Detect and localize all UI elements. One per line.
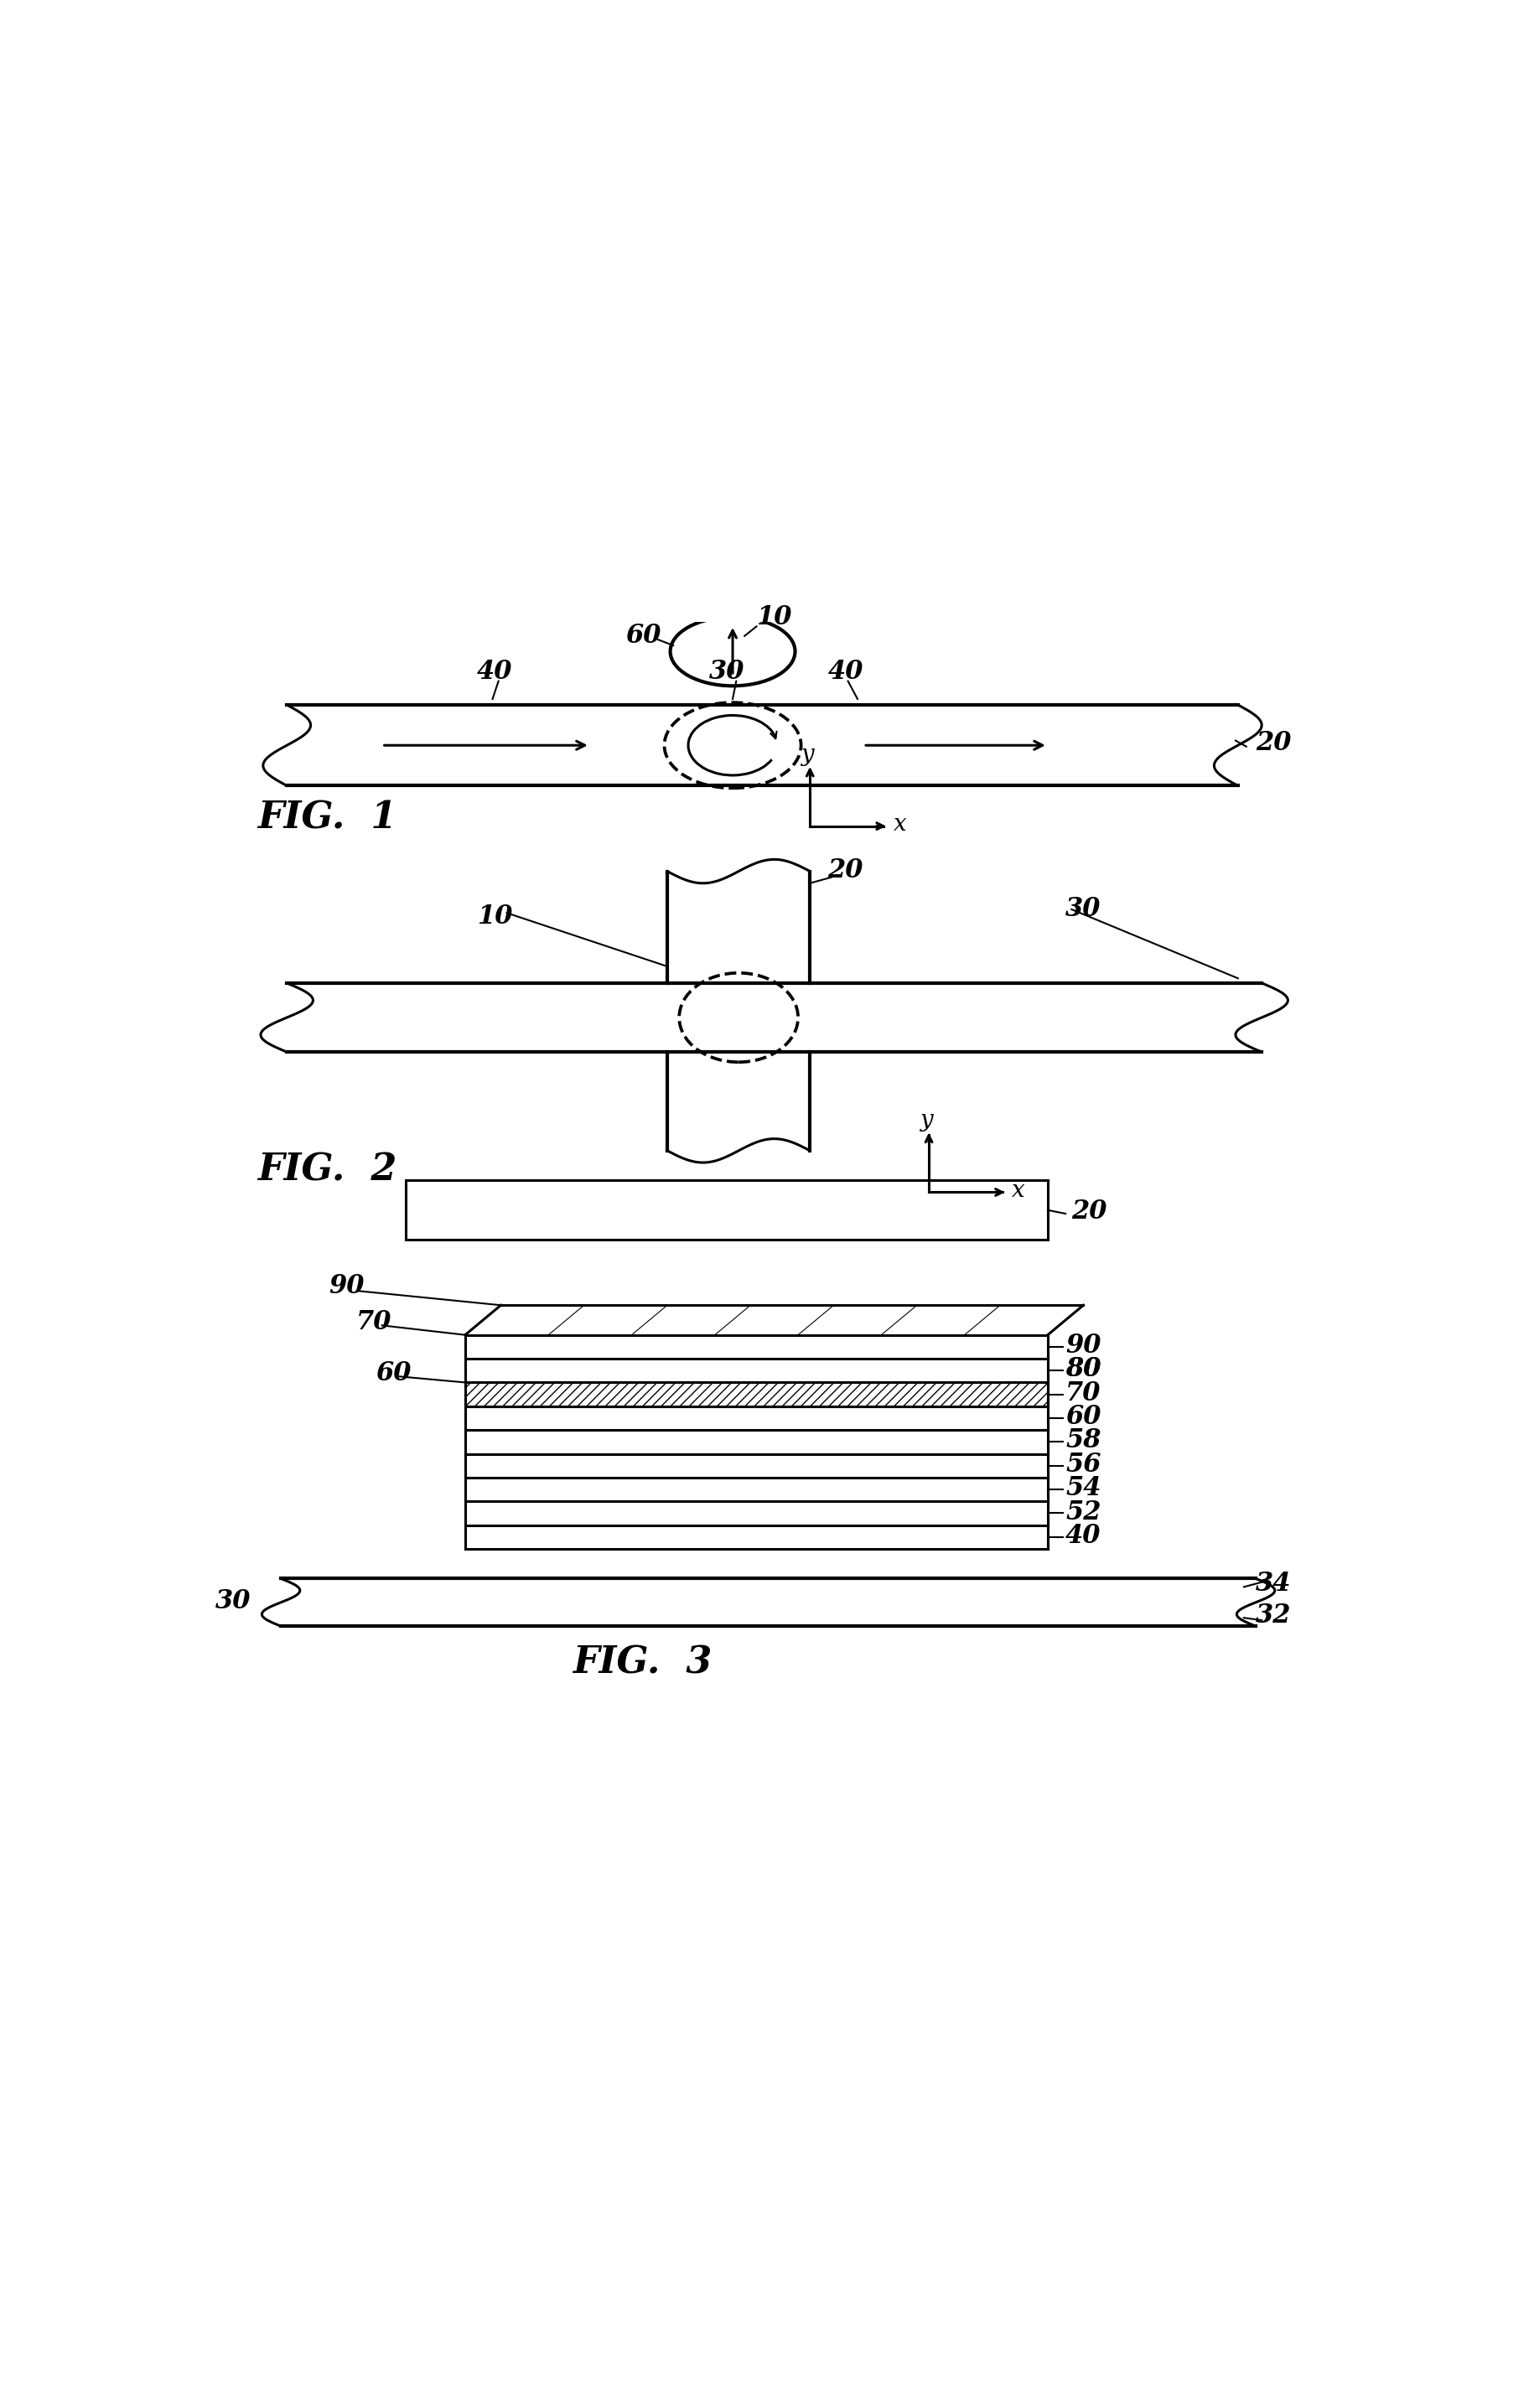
Text: FIG.  1: FIG. 1 — [258, 799, 397, 836]
Text: 60: 60 — [376, 1361, 411, 1387]
Bar — [405, 1180, 1048, 1240]
Text: 40: 40 — [828, 660, 864, 684]
Text: 20: 20 — [1256, 730, 1292, 756]
Text: 40: 40 — [1066, 1522, 1101, 1548]
Text: 32: 32 — [1256, 1601, 1292, 1628]
Text: 58: 58 — [1066, 1428, 1101, 1454]
Text: 20: 20 — [828, 857, 864, 884]
Text: 10: 10 — [477, 903, 512, 929]
Text: 90: 90 — [328, 1274, 364, 1300]
Text: 30: 30 — [709, 660, 744, 684]
Text: 10: 10 — [756, 604, 792, 631]
Text: 80: 80 — [1066, 1356, 1101, 1382]
Text: x: x — [893, 814, 907, 836]
Text: 20: 20 — [1071, 1199, 1108, 1223]
Text: 30: 30 — [215, 1589, 252, 1613]
Text: 70: 70 — [1066, 1380, 1101, 1406]
Text: 40: 40 — [477, 660, 512, 684]
Text: 90: 90 — [1066, 1332, 1101, 1358]
Text: y: y — [919, 1110, 933, 1132]
Text: 70: 70 — [356, 1310, 391, 1334]
Text: FIG.  2: FIG. 2 — [258, 1151, 397, 1187]
Text: 54: 54 — [1066, 1476, 1101, 1500]
Text: 30: 30 — [1066, 896, 1101, 922]
Text: 34: 34 — [1256, 1570, 1292, 1597]
Text: 56: 56 — [1066, 1452, 1101, 1479]
Text: 60: 60 — [626, 624, 661, 648]
Text: 80: 80 — [1066, 1356, 1101, 1382]
Text: x: x — [1012, 1180, 1025, 1202]
Text: 60: 60 — [1066, 1404, 1101, 1430]
Bar — [465, 1382, 1048, 1406]
Text: 52: 52 — [1066, 1500, 1101, 1524]
Text: y: y — [801, 744, 813, 766]
Text: FIG.  3: FIG. 3 — [572, 1645, 712, 1681]
